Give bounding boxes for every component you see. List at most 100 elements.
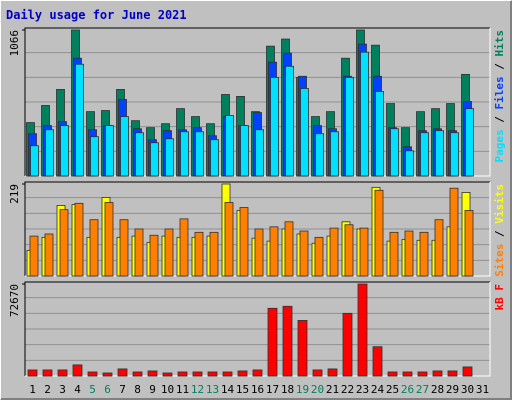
bar	[224, 202, 234, 277]
label-separator: /	[493, 110, 506, 130]
x-tick-label: 6	[104, 383, 111, 396]
bar	[372, 346, 383, 377]
bar	[104, 202, 114, 277]
bar	[192, 371, 203, 377]
bar	[44, 233, 54, 277]
x-tick-label: 16	[251, 383, 264, 396]
bar	[449, 187, 459, 277]
bar	[117, 368, 128, 377]
bar	[102, 372, 113, 377]
x-tick-label: 3	[59, 383, 66, 396]
bar	[134, 228, 144, 277]
bar	[329, 227, 339, 277]
bar	[404, 230, 414, 277]
bar	[434, 219, 444, 277]
bar	[237, 370, 248, 377]
bar	[300, 88, 309, 177]
bar	[344, 224, 354, 277]
bar	[342, 312, 353, 377]
bar	[387, 371, 398, 377]
bar	[357, 283, 368, 377]
bar	[270, 76, 279, 177]
x-tick-label: 2	[44, 383, 51, 396]
bar	[330, 131, 339, 177]
bar	[359, 227, 369, 277]
x-tick-label: 19	[296, 383, 309, 396]
x-tick-label: 30	[461, 383, 474, 396]
bar	[179, 218, 189, 277]
bar	[90, 136, 99, 177]
bar	[315, 133, 324, 177]
bar	[162, 372, 173, 377]
bar	[177, 371, 188, 377]
x-tick-label: 11	[176, 383, 189, 396]
bar	[240, 125, 249, 177]
bar	[87, 371, 98, 377]
bar	[252, 369, 263, 377]
label-separator: /	[493, 57, 506, 77]
x-tick-label: 27	[416, 383, 429, 396]
bar	[29, 235, 39, 277]
bar	[105, 125, 114, 177]
bar	[30, 145, 39, 177]
bar	[195, 131, 204, 177]
x-tick-label: 5	[89, 383, 96, 396]
bar	[419, 231, 429, 277]
panel-edge-dark	[24, 27, 490, 176]
bar	[239, 207, 249, 277]
bar	[435, 130, 444, 177]
bar	[150, 142, 159, 177]
x-tick-label: 13	[206, 383, 219, 396]
bar	[222, 371, 233, 377]
bar	[225, 115, 234, 177]
bar	[267, 307, 278, 377]
bar	[255, 129, 264, 177]
bar	[285, 65, 294, 177]
x-tick-label: 7	[119, 383, 126, 396]
y-tick-label: 1066	[8, 30, 21, 57]
bar	[390, 128, 399, 177]
legend-entry: Files	[493, 76, 506, 109]
bar	[402, 371, 413, 377]
bar	[299, 230, 309, 277]
bar	[60, 125, 69, 177]
x-tick-label: 25	[386, 383, 399, 396]
bar	[450, 132, 459, 177]
bar	[327, 368, 338, 377]
x-tick-label: 18	[281, 383, 294, 396]
bar	[72, 364, 83, 377]
panel-edge-dark	[24, 281, 490, 376]
legend-entry: Sites	[493, 244, 506, 277]
x-tick-label: 23	[356, 383, 369, 396]
label-separator: /	[493, 224, 506, 244]
x-tick-label: 8	[134, 383, 141, 396]
bar	[374, 189, 384, 277]
bar	[165, 138, 174, 177]
bar	[59, 209, 69, 277]
x-tick-label: 20	[311, 383, 324, 396]
legend-entry: Pages	[493, 129, 506, 162]
x-tick-label: 4	[74, 383, 81, 396]
bar	[89, 219, 99, 277]
x-tick-label: 12	[191, 383, 204, 396]
bar	[284, 221, 294, 277]
bar	[254, 228, 264, 277]
x-tick-label: 29	[446, 383, 459, 396]
bar	[297, 320, 308, 377]
bar	[135, 132, 144, 177]
x-tick-label: 14	[221, 383, 235, 396]
bar	[120, 116, 129, 177]
bar	[210, 139, 219, 177]
bar	[464, 210, 474, 277]
bar	[74, 202, 84, 277]
bar	[375, 91, 384, 177]
legend-entry: Visits	[493, 184, 506, 224]
bar	[149, 234, 159, 277]
bar	[312, 369, 323, 377]
x-tick-label: 22	[341, 383, 354, 396]
series-label: Sites / Visits	[493, 184, 506, 277]
bar	[389, 231, 399, 277]
x-tick-label: 21	[326, 383, 339, 396]
bar	[119, 219, 129, 277]
